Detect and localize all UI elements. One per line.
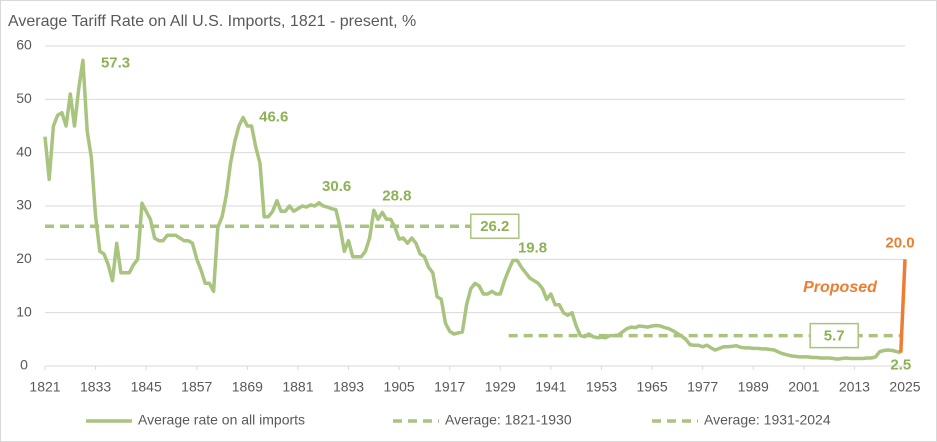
data-label: 19.8 [518, 239, 547, 256]
x-tick-label: 1953 [586, 379, 617, 395]
y-tick-label: 40 [16, 143, 32, 159]
y-tick-label: 30 [16, 197, 32, 213]
y-tick-label: 60 [16, 37, 32, 53]
y-tick-label: 50 [16, 90, 32, 106]
data-label: 20.0 [885, 234, 914, 251]
series-line [899, 259, 907, 353]
x-tick-label: 1965 [636, 379, 667, 395]
x-tick-label: 2025 [889, 379, 920, 395]
y-tick-label: 20 [16, 250, 32, 266]
x-tick-label: 2013 [839, 379, 870, 395]
chart-title: Average Tariff Rate on All U.S. Imports,… [8, 13, 416, 30]
x-tick-label: 1857 [181, 379, 212, 395]
x-tick-label: 1893 [333, 379, 364, 395]
x-tick-label: 1905 [384, 379, 415, 395]
x-tick-label: 1977 [687, 379, 718, 395]
y-tick-label: 10 [16, 303, 32, 319]
x-tick-label: 1989 [738, 379, 769, 395]
x-tick-label: 1821 [29, 379, 60, 395]
x-tick-label: 1881 [282, 379, 313, 395]
x-tick-label: 1869 [232, 379, 263, 395]
annotation: Proposed [803, 279, 878, 296]
legend-label: Average: 1821-1930 [445, 412, 572, 428]
x-tick-label: 1833 [80, 379, 111, 395]
data-label: 26.2 [480, 218, 509, 235]
data-label: 57.3 [101, 54, 130, 71]
legend-label: Average rate on all imports [138, 412, 305, 428]
label-box [470, 213, 520, 240]
label-box [809, 322, 859, 349]
data-label: 28.8 [382, 187, 411, 204]
x-tick-label: 2001 [788, 379, 819, 395]
data-label: 46.6 [259, 108, 288, 125]
data-label: 30.6 [322, 178, 351, 195]
x-tick-label: 1941 [535, 379, 566, 395]
data-label: 2.5 [890, 357, 911, 374]
y-tick-label: 0 [20, 357, 28, 373]
x-tick-label: 1929 [485, 379, 516, 395]
x-tick-label: 1917 [434, 379, 465, 395]
x-tick-label: 1845 [131, 379, 162, 395]
data-label: 5.7 [824, 328, 845, 345]
series-line [43, 58, 902, 361]
legend-label: Average: 1931-2024 [704, 412, 831, 428]
